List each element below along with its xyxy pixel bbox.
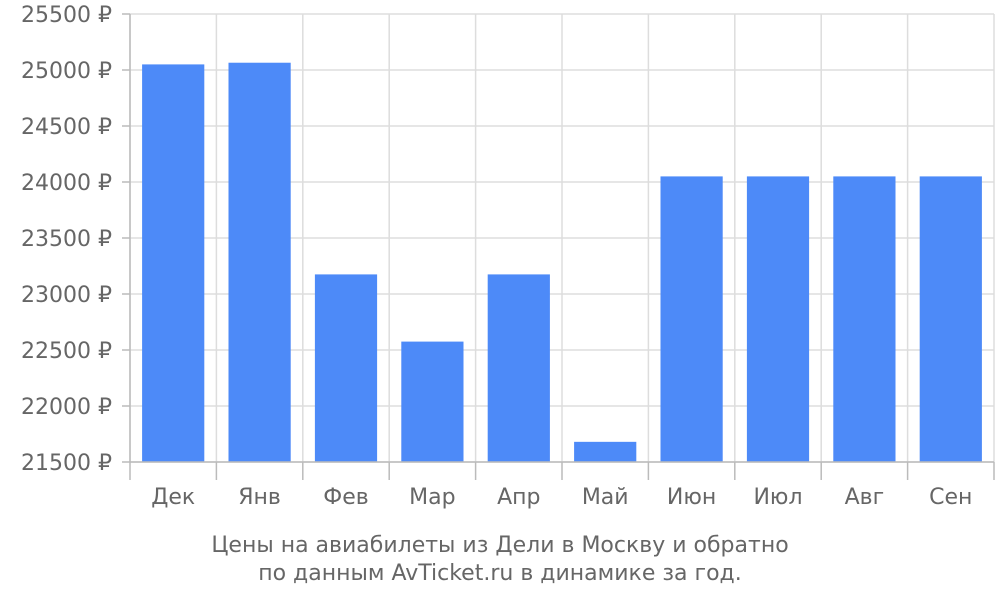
- x-tick-label: Сен: [929, 485, 972, 510]
- bar: [746, 176, 810, 462]
- y-tick-label: 22000 ₽: [21, 395, 112, 420]
- bar: [833, 176, 896, 462]
- bar: [228, 62, 291, 462]
- bar: [487, 274, 550, 462]
- x-tick-label: Фев: [323, 485, 368, 510]
- bar: [401, 341, 464, 462]
- x-tick-label: Апр: [497, 485, 540, 510]
- x-tick-label: Мар: [409, 485, 455, 510]
- x-tick-label: Май: [582, 485, 629, 510]
- bar: [919, 176, 982, 462]
- x-axis-labels: Дек Янв Фев Мар Апр Май Июн Июл Авг Сен: [151, 485, 972, 510]
- chart-caption: Цены на авиабилеты из Дели в Москву и об…: [0, 532, 1000, 588]
- bars: [142, 62, 982, 463]
- bar: [314, 274, 378, 462]
- caption-line-1: Цены на авиабилеты из Дели в Москву и об…: [211, 533, 789, 558]
- y-tick-label: 23500 ₽: [21, 227, 112, 252]
- y-tick-label: 21500 ₽: [21, 451, 112, 476]
- bar: [574, 441, 637, 462]
- x-tick-label: Июн: [667, 485, 716, 510]
- y-tick-label: 25500 ₽: [21, 3, 112, 28]
- caption-line-2: по данным AvTicket.ru в динамике за год.: [258, 561, 742, 586]
- x-tick-label: Авг: [845, 485, 885, 510]
- y-tick-label: 24500 ₽: [21, 115, 112, 140]
- bar: [660, 176, 723, 462]
- bar: [142, 64, 205, 463]
- y-tick-label: 25000 ₽: [21, 59, 112, 84]
- y-axis-labels: 21500 ₽ 22000 ₽ 22500 ₽ 23000 ₽ 23500 ₽ 24000…: [21, 3, 112, 476]
- x-tick-label: Дек: [151, 485, 195, 510]
- x-tick-label: Июл: [753, 485, 802, 510]
- y-tick-label: 24000 ₽: [21, 171, 112, 196]
- x-tick-label: Янв: [238, 485, 281, 510]
- axes: [122, 13, 995, 480]
- bar-chart: 21500 ₽ 22000 ₽ 22500 ₽ 23000 ₽ 23500 ₽ 24000…: [21, 3, 995, 510]
- y-tick-label: 22500 ₽: [21, 339, 112, 364]
- y-tick-label: 23000 ₽: [21, 283, 112, 308]
